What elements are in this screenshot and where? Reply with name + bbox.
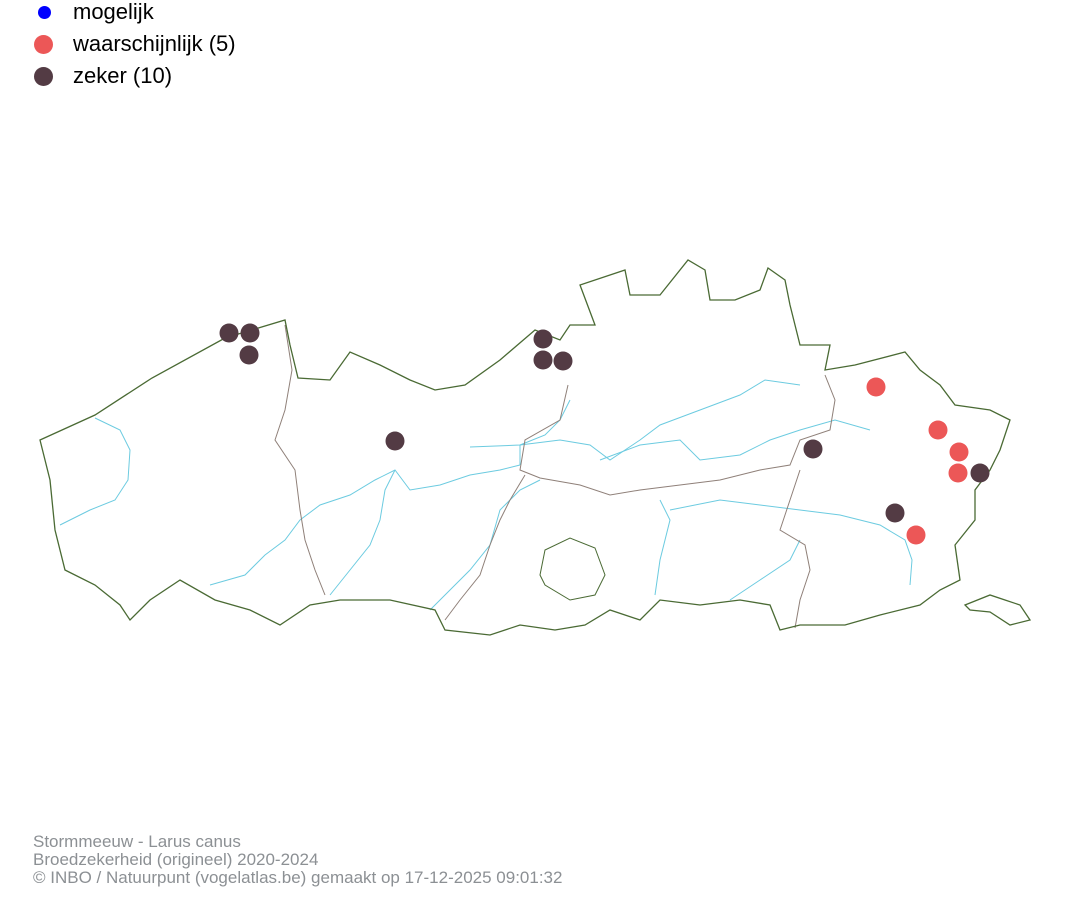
flanders-border-exclave [963,594,1032,626]
observation-points [219,323,990,545]
credit-text: © INBO / Natuurpunt (vogelatlas.be) gema… [33,868,563,887]
river [209,464,521,586]
province-border [519,374,836,496]
legend-dot-mogelijk [38,6,51,19]
observation-point-zeker [385,431,405,451]
observation-point-waarschijnlijk [906,525,926,545]
observation-point-zeker [219,323,239,343]
province-border [444,474,526,621]
legend-dot-zeker [34,67,53,86]
river [59,417,131,526]
legend-label: zeker (10) [73,63,173,88]
province-border [779,469,811,629]
province-border [274,324,326,596]
observation-point-waarschijnlijk [949,442,969,462]
province-border [539,537,606,601]
river [429,479,541,611]
legend-dot-waarschijnlijk [34,35,53,54]
rivers [59,379,913,611]
river [729,539,801,601]
river [519,399,571,465]
river [654,499,671,596]
observation-point-zeker [240,323,260,343]
observation-point-zeker [970,463,990,483]
legend-label: waarschijnlijk (5) [73,31,236,56]
map-caption: Stormmeeuw - Larus canus Broedzekerheid … [33,833,562,887]
observation-point-zeker [239,345,259,365]
river [469,379,801,461]
observation-point-zeker [885,503,905,523]
observation-point-zeker [533,350,553,370]
observation-point-zeker [553,351,573,371]
species-title: Stormmeeuw - Larus canus [33,832,241,851]
map-subtitle: Broedzekerheid (origineel) 2020-2024 [33,850,319,869]
observation-point-waarschijnlijk [948,463,968,483]
river [599,419,871,461]
observation-point-waarschijnlijk [928,420,948,440]
observation-point-waarschijnlijk [866,377,886,397]
province-borders [274,324,836,629]
legend-label: mogelijk [73,0,154,24]
river [329,469,396,596]
observation-point-zeker [533,329,553,349]
flanders-border [39,259,1011,636]
observation-point-zeker [803,439,823,459]
river [669,499,913,586]
